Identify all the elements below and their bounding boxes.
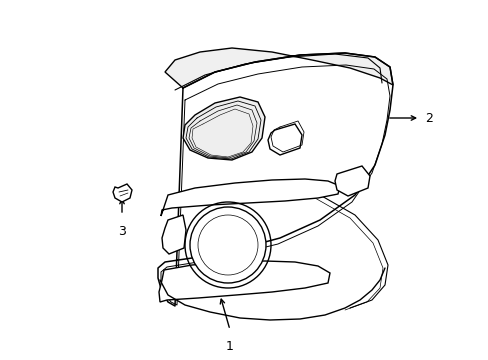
Text: 2: 2 bbox=[424, 112, 432, 125]
Polygon shape bbox=[164, 48, 392, 88]
Polygon shape bbox=[161, 179, 339, 216]
Polygon shape bbox=[159, 261, 329, 302]
Polygon shape bbox=[334, 166, 369, 196]
Polygon shape bbox=[183, 97, 264, 160]
Polygon shape bbox=[113, 184, 132, 202]
Polygon shape bbox=[162, 215, 185, 254]
Polygon shape bbox=[158, 53, 392, 306]
Text: 3: 3 bbox=[118, 225, 126, 238]
Circle shape bbox=[190, 207, 265, 283]
Polygon shape bbox=[267, 124, 302, 155]
Text: 1: 1 bbox=[225, 340, 233, 353]
